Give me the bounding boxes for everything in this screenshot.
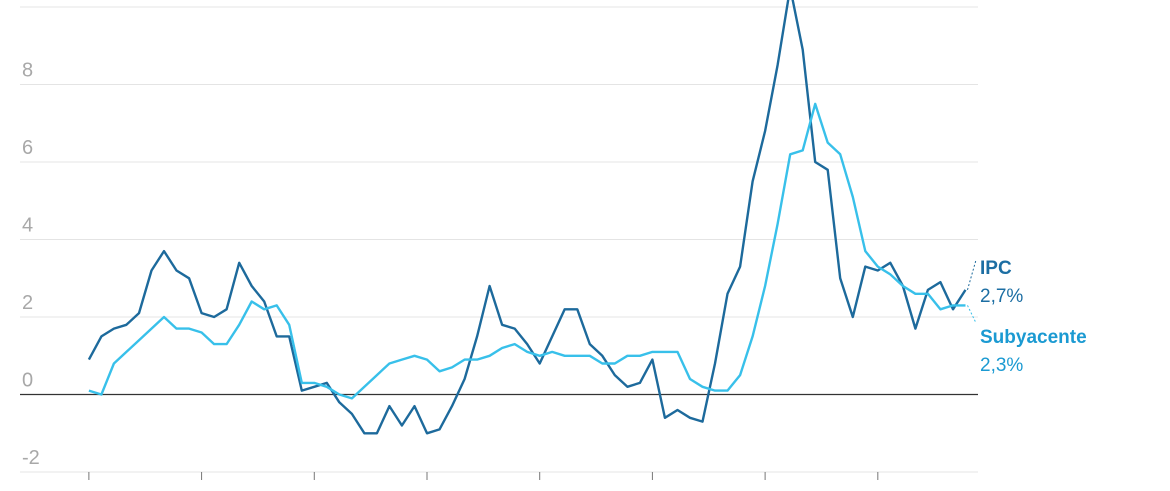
y-tick-label: 6: [22, 137, 33, 159]
y-tick-label: -2: [22, 447, 40, 469]
plot-area: [87, 0, 967, 435]
series-name: IPC: [980, 258, 1012, 279]
series-line: [87, 0, 967, 435]
series-end-label: 2,3%: [980, 355, 1023, 376]
annotations: IPC 2,7% Subyacente 2,3%: [966, 258, 1087, 376]
y-tick-label: 0: [22, 370, 33, 392]
y-tick-label: 8: [22, 60, 33, 82]
y-tick-label: 4: [22, 215, 33, 237]
series-end-label: 2,7%: [980, 286, 1023, 307]
series-line: [88, 102, 966, 400]
y-tick-label: 2: [22, 292, 33, 314]
y-tick-label: 10: [22, 0, 44, 4]
leader-line: [966, 259, 977, 291]
leader-line: [967, 305, 977, 324]
series-name: Subyacente: [980, 327, 1087, 348]
grid: -2 0 2 4 6 8 10: [20, 0, 978, 480]
